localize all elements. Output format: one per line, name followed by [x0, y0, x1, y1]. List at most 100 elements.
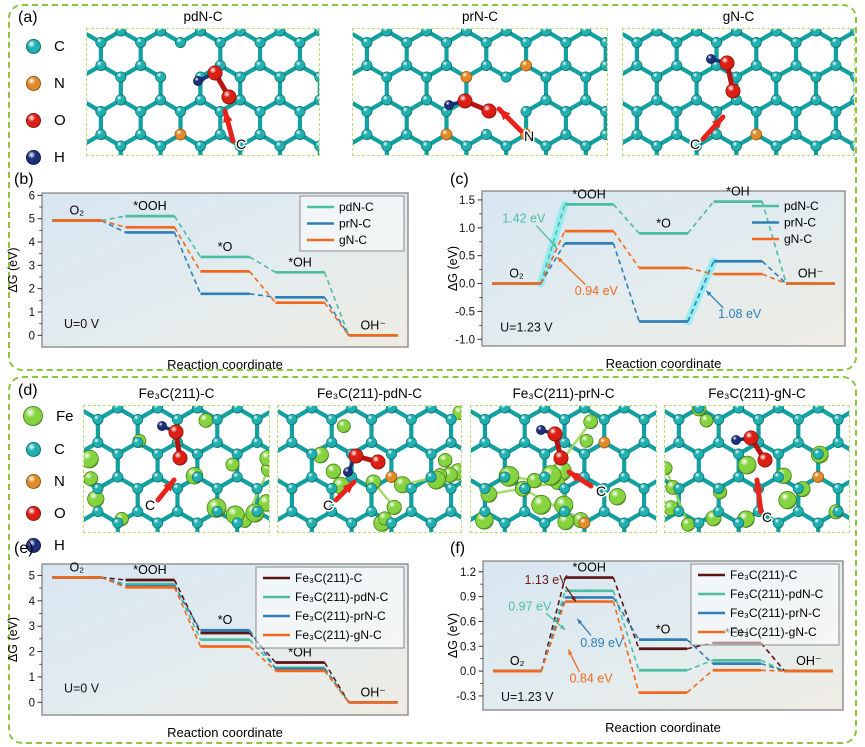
svg-text:5: 5 [29, 214, 35, 226]
svg-text:Fe₃C(211)-C: Fe₃C(211)-C [295, 571, 363, 585]
atom-symbol: H [54, 537, 65, 554]
svg-text:3: 3 [29, 621, 35, 633]
structure-title: Fe₃C(211)-gN-C [708, 386, 806, 401]
svg-text:U=0 V: U=0 V [64, 317, 100, 331]
svg-text:1.2: 1.2 [460, 567, 476, 579]
svg-text:O₂: O₂ [69, 204, 84, 218]
svg-text:Reaction coordinate: Reaction coordinate [605, 720, 721, 735]
svg-text:Reaction coordinate: Reaction coordinate [606, 356, 722, 370]
svg-text:*OH: *OH [288, 255, 312, 269]
structure-fe3c-c: Fe₃C(211)-C C [83, 385, 270, 533]
structure-title: Fe₃C(211)-prN-C [512, 386, 615, 401]
svg-text:Fe₃C(211)-prN-C: Fe₃C(211)-prN-C [730, 606, 821, 620]
svg-text:U=1.23 V: U=1.23 V [500, 321, 553, 335]
panel-label-a: (a) [18, 9, 38, 26]
svg-text:Reaction coordinate: Reaction coordinate [167, 725, 283, 740]
svg-text:Fe₃C(211)-pdN-C: Fe₃C(211)-pdN-C [295, 590, 389, 604]
svg-text:3: 3 [29, 260, 35, 272]
chart-free-energy-u0-nc: 0 1 2 3 4 5 6 O₂ *OOH *O *OH OH⁻ U=0 V Reaction coord… [6, 178, 422, 372]
atom-symbol: O [54, 505, 66, 522]
svg-text:Fe₃C(211)-prN-C: Fe₃C(211)-prN-C [295, 609, 386, 623]
svg-text:U=0 V: U=0 V [64, 682, 100, 696]
svg-text:OH⁻: OH⁻ [798, 267, 823, 281]
svg-text:Fe₃C(211)-C: Fe₃C(211)-C [730, 568, 798, 582]
svg-text:2: 2 [29, 284, 35, 296]
carbon-atom-icon [26, 442, 41, 457]
structure-fe3c-gn-c: Fe₃C(211)-gN-C C [664, 385, 850, 533]
structure-image-pdn-c: C [86, 28, 320, 156]
atom-symbol: O [54, 112, 66, 129]
svg-text:2: 2 [29, 647, 35, 659]
structure-image-prn-c: N [352, 28, 608, 156]
svg-text:0.89 eV: 0.89 eV [580, 636, 624, 650]
svg-text:pdN-C: pdN-C [784, 199, 819, 213]
chart-free-energy-u123-fe3c: -0.30.00.30.60.91.2O₂*OOH*O*OHOH⁻U=1.23 … [446, 546, 858, 740]
svg-text:O₂: O₂ [510, 654, 525, 668]
structure-pdn-c: pdN-C C [86, 8, 320, 156]
structure-title: gN-C [722, 9, 755, 24]
legend-item-oxygen: O [26, 505, 74, 522]
structure-prn-c: prN-C N [352, 8, 608, 156]
svg-text:N: N [524, 128, 534, 144]
svg-text:pdN-C: pdN-C [339, 200, 374, 214]
svg-text:gN-C: gN-C [339, 233, 367, 247]
svg-text:*OH: *OH [288, 645, 312, 659]
panel-label-f: (f) [450, 540, 466, 557]
nitrogen-atom-icon [26, 474, 41, 489]
structure-gn-c: gN-C C [622, 8, 855, 156]
svg-text:ΔG (eV): ΔG (eV) [446, 246, 460, 291]
nitrogen-atom-icon [26, 76, 41, 91]
svg-text:1.5: 1.5 [459, 195, 475, 207]
structure-fe3c-prn-c: Fe₃C(211)-prN-C C [470, 385, 657, 533]
atom-symbol: C [54, 38, 65, 55]
atom-symbol: N [54, 75, 65, 92]
legend-item-carbon: C [26, 441, 74, 458]
svg-text:4: 4 [29, 596, 36, 608]
structure-title: pdN-C [183, 9, 223, 24]
structure-image-fe3c-pdn-c: C [277, 405, 462, 533]
structure-title: prN-C [462, 9, 498, 24]
structure-title: Fe₃C(211)-C [138, 386, 215, 401]
atom-legend-d: Fe C N O H [23, 406, 74, 569]
svg-text:C: C [596, 483, 606, 499]
svg-text:*OOH: *OOH [133, 563, 166, 577]
svg-text:OH⁻: OH⁻ [361, 318, 386, 332]
structure-image-fe3c-gn-c: C [664, 405, 850, 533]
svg-text:O₂: O₂ [69, 560, 84, 574]
svg-text:-1.0: -1.0 [455, 334, 475, 346]
panel-label-b: (b) [14, 171, 34, 188]
svg-text:*O: *O [656, 216, 671, 230]
oxygen-atom-icon [26, 506, 41, 521]
svg-text:1: 1 [29, 307, 35, 319]
svg-text:-0.5: -0.5 [455, 306, 475, 318]
svg-text:Fe₃C(211)-gN-C: Fe₃C(211)-gN-C [295, 628, 382, 642]
panel-label-c: (c) [450, 171, 469, 188]
panel-label-e: (e) [14, 540, 34, 557]
svg-text:*O: *O [218, 613, 233, 627]
svg-text:0.5: 0.5 [459, 251, 475, 263]
svg-text:prN-C: prN-C [784, 216, 816, 230]
svg-text:C: C [236, 136, 246, 152]
svg-text:5: 5 [29, 570, 35, 582]
hydrogen-atom-icon [26, 538, 41, 553]
atom-symbol: N [54, 473, 65, 490]
svg-text:0.97 eV: 0.97 eV [508, 600, 552, 614]
iron-atom-icon [23, 406, 43, 426]
svg-text:*OOH: *OOH [573, 561, 606, 575]
svg-text:Reaction coordinate: Reaction coordinate [167, 357, 283, 370]
atom-symbol: H [54, 149, 65, 166]
svg-text:0.0: 0.0 [460, 666, 476, 678]
atom-symbol: C [54, 441, 65, 458]
atom-symbol: Fe [56, 407, 74, 425]
svg-text:0: 0 [29, 330, 35, 342]
svg-text:prN-C: prN-C [339, 217, 371, 231]
svg-text:-0.3: -0.3 [456, 691, 476, 703]
svg-text:Fe₃C(211)-gN-C: Fe₃C(211)-gN-C [730, 625, 817, 639]
svg-text:6: 6 [29, 190, 35, 202]
structure-title: Fe₃C(211)-pdN-C [316, 386, 423, 401]
legend-item-hydrogen: H [26, 149, 66, 166]
legend-item-nitrogen: N [26, 473, 74, 490]
svg-text:OH⁻: OH⁻ [361, 685, 386, 699]
svg-text:C: C [323, 497, 333, 513]
